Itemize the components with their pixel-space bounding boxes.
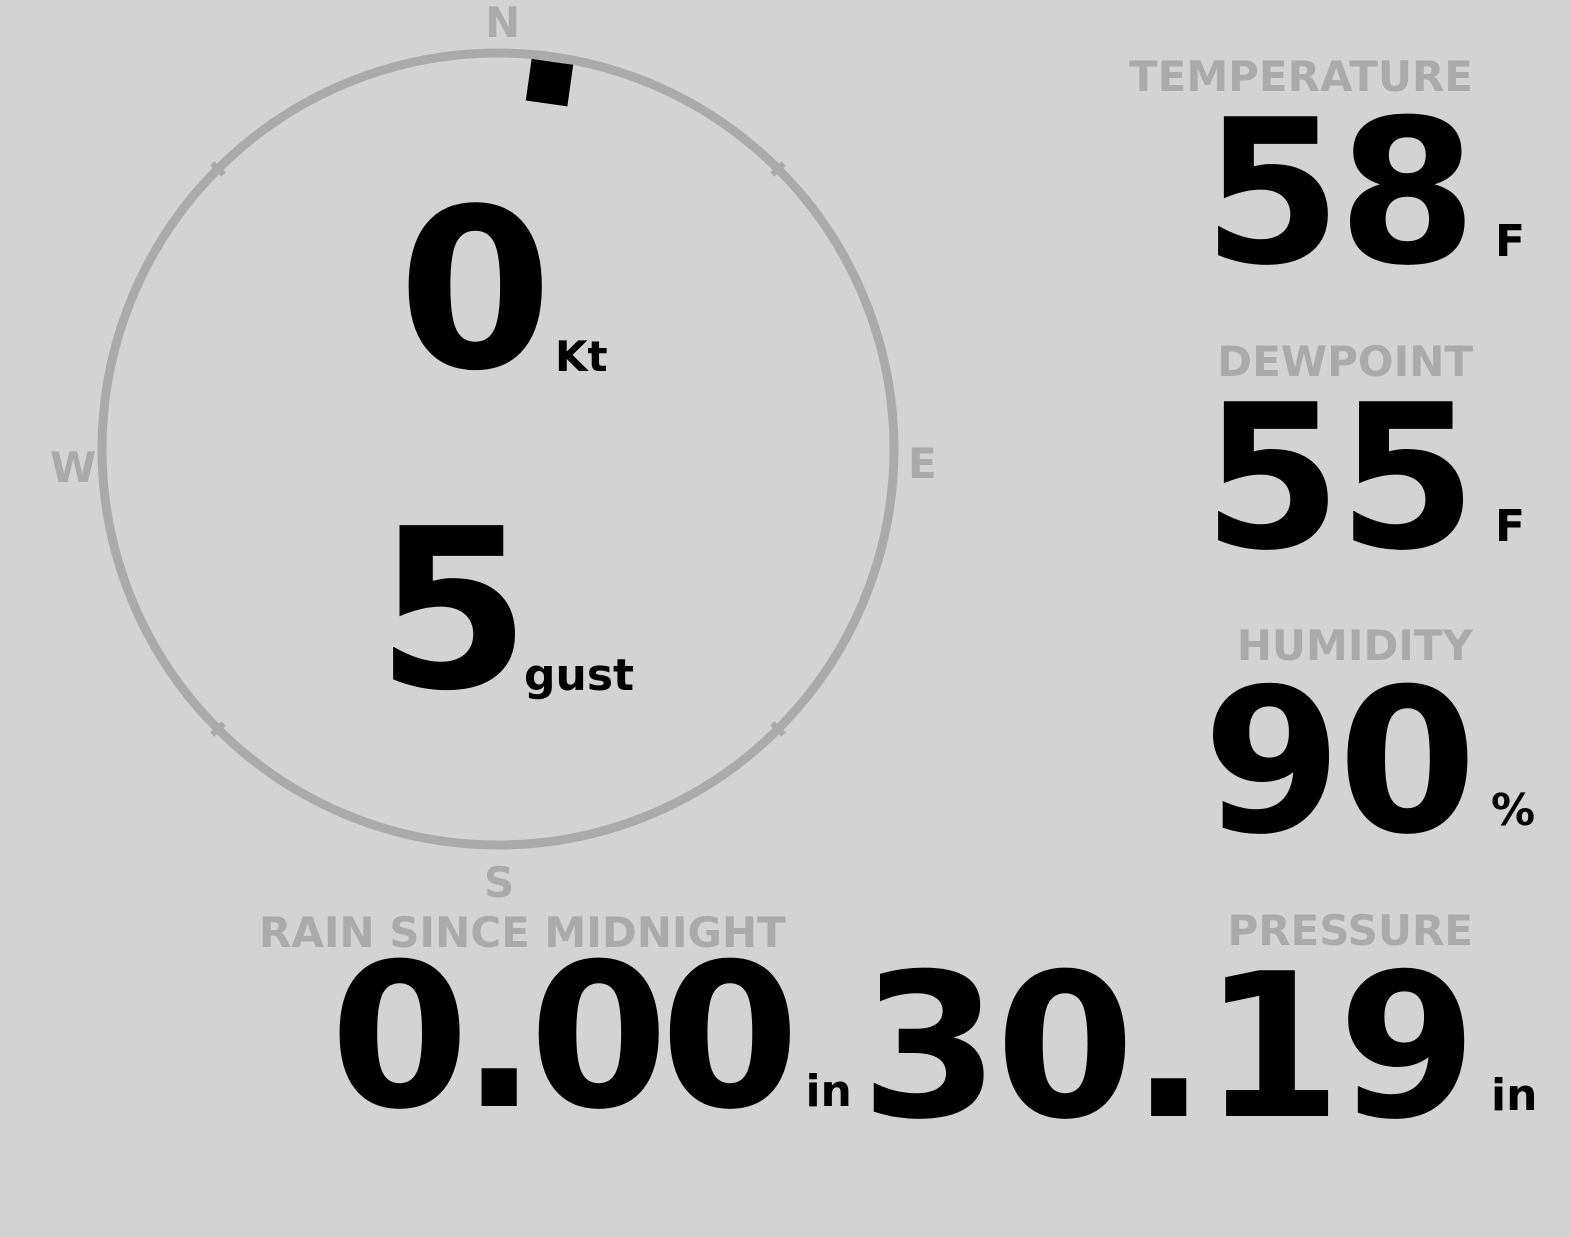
compass-tick xyxy=(210,721,226,737)
humidity-card: HUMIDITY 90 % xyxy=(1203,621,1535,863)
wind-gust-unit: gust xyxy=(524,650,635,701)
pressure-unit: in xyxy=(1491,1070,1538,1121)
dewpoint-unit: F xyxy=(1495,501,1526,552)
pressure-value: 30.19 xyxy=(860,931,1477,1164)
wind-speed-value: 0 xyxy=(398,162,552,420)
compass-east-label: E xyxy=(908,439,937,488)
dewpoint-card: DEWPOINT 55 F xyxy=(1203,337,1525,579)
wind-direction-marker xyxy=(525,58,574,107)
dewpoint-label: DEWPOINT xyxy=(1217,337,1473,386)
rain-unit: in xyxy=(805,1066,852,1117)
wind-gust-value: 5 xyxy=(376,482,530,740)
compass-west-label: W xyxy=(50,443,97,492)
humidity-label: HUMIDITY xyxy=(1236,621,1473,670)
wind-speed-unit: Kt xyxy=(555,332,608,381)
compass xyxy=(97,48,899,850)
rain-value: 0.00 xyxy=(330,921,799,1154)
temperature-unit: F xyxy=(1495,216,1526,267)
compass-south-label: S xyxy=(484,858,515,907)
compass-tick xyxy=(210,161,226,177)
compass-ring xyxy=(97,48,899,850)
humidity-value: 90 xyxy=(1202,646,1477,879)
dewpoint-value: 55 xyxy=(1202,362,1477,595)
rain-reading: 0.00 in xyxy=(330,921,852,1154)
humidity-unit: % xyxy=(1491,785,1536,836)
temperature-card: TEMPERATURE 58 F xyxy=(1129,52,1525,294)
temperature-label: TEMPERATURE xyxy=(1129,52,1473,101)
pressure-label: PRESSURE xyxy=(1227,906,1473,955)
rain-label: RAIN SINCE MIDNIGHT xyxy=(259,908,786,957)
compass-tick xyxy=(770,721,786,737)
temperature-value: 58 xyxy=(1202,77,1477,310)
pressure-card: PRESSURE 30.19 in xyxy=(860,906,1537,1148)
compass-north-label: N xyxy=(485,0,521,47)
compass-tick xyxy=(770,161,786,177)
